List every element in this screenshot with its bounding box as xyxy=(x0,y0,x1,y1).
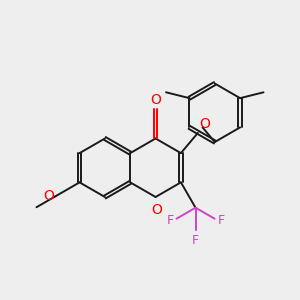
Text: F: F xyxy=(167,214,174,226)
Text: O: O xyxy=(43,189,54,203)
Text: F: F xyxy=(218,214,225,226)
Text: O: O xyxy=(152,203,163,217)
Text: O: O xyxy=(199,118,210,131)
Text: O: O xyxy=(150,93,161,107)
Text: F: F xyxy=(192,234,199,247)
